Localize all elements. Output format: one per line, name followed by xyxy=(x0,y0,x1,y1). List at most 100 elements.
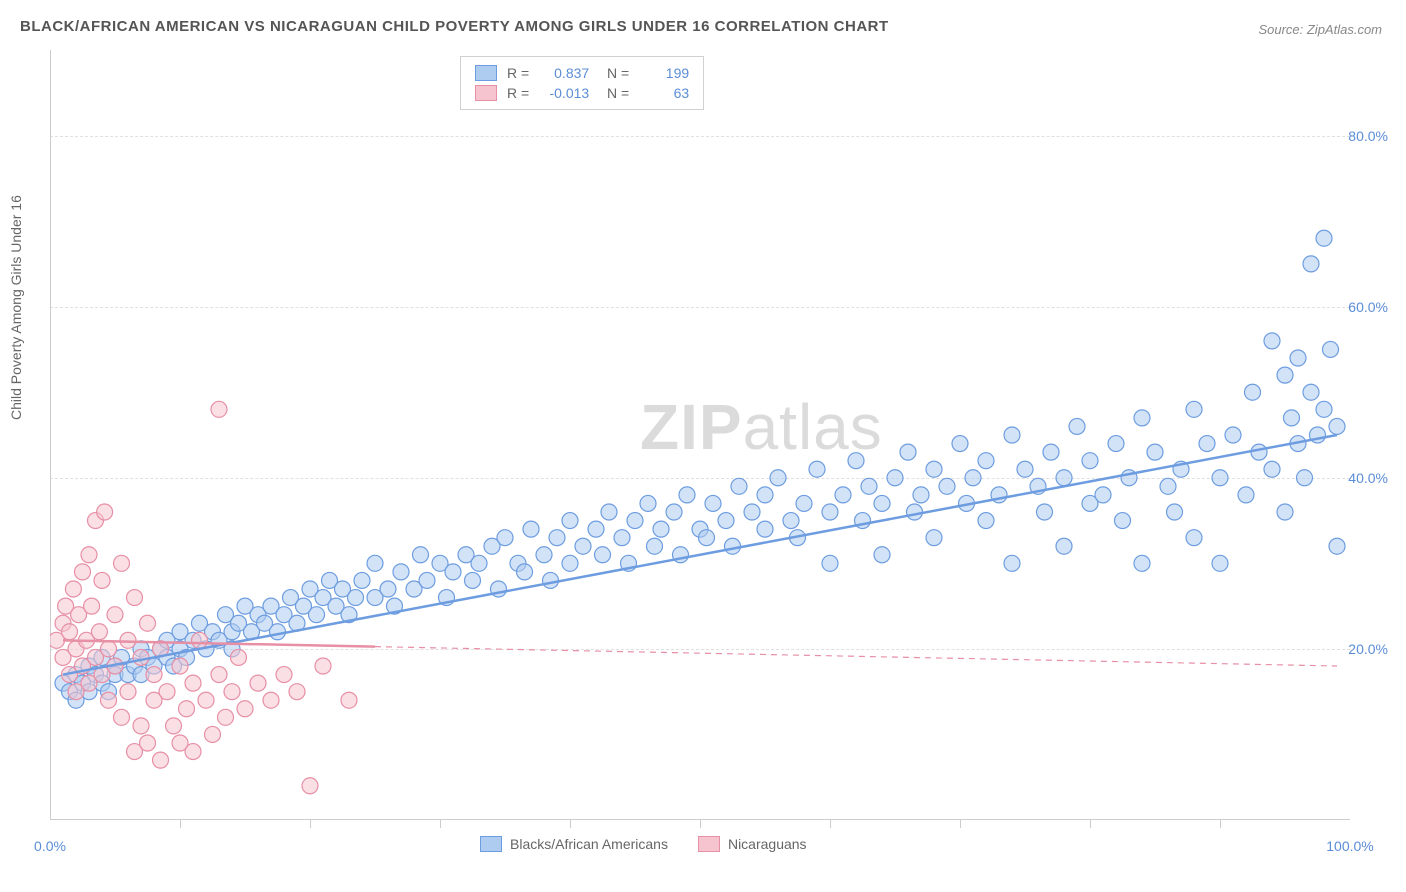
data-point xyxy=(595,547,611,563)
data-point xyxy=(276,667,292,683)
data-point xyxy=(536,547,552,563)
data-point xyxy=(1160,478,1176,494)
x-minor-tick xyxy=(440,820,441,828)
data-point xyxy=(84,598,100,614)
legend-r-value-1: 0.837 xyxy=(539,65,589,81)
data-point xyxy=(725,538,741,554)
data-point xyxy=(97,504,113,520)
data-point xyxy=(107,607,123,623)
data-point xyxy=(393,564,409,580)
data-point xyxy=(705,495,721,511)
data-point xyxy=(562,555,578,571)
data-point xyxy=(1069,418,1085,434)
x-minor-tick xyxy=(830,820,831,828)
data-point xyxy=(140,615,156,631)
x-minor-tick xyxy=(570,820,571,828)
legend-row-1: R = 0.837 N = 199 xyxy=(475,63,689,83)
data-point xyxy=(218,709,234,725)
data-point xyxy=(465,572,481,588)
data-point xyxy=(744,504,760,520)
data-point xyxy=(647,538,663,554)
data-point xyxy=(1134,410,1150,426)
bottom-legend: Blacks/African Americans Nicaraguans xyxy=(480,836,807,852)
x-minor-tick xyxy=(310,820,311,828)
data-point xyxy=(757,521,773,537)
data-point xyxy=(1212,470,1228,486)
data-point xyxy=(679,487,695,503)
data-point xyxy=(887,470,903,486)
data-point xyxy=(179,701,195,717)
trend-line-dashed xyxy=(375,647,1337,666)
data-point xyxy=(471,555,487,571)
data-point xyxy=(1212,555,1228,571)
data-point xyxy=(952,436,968,452)
data-point xyxy=(1251,444,1267,460)
data-point xyxy=(939,478,955,494)
data-point xyxy=(146,667,162,683)
data-point xyxy=(926,530,942,546)
data-point xyxy=(91,624,107,640)
data-point xyxy=(627,513,643,529)
data-point xyxy=(1238,487,1254,503)
data-point xyxy=(140,735,156,751)
data-point xyxy=(1225,427,1241,443)
data-point xyxy=(1147,444,1163,460)
data-point xyxy=(601,504,617,520)
y-axis-label: Child Poverty Among Girls Under 16 xyxy=(8,195,24,420)
data-point xyxy=(1264,461,1280,477)
data-point xyxy=(848,453,864,469)
data-point xyxy=(874,495,890,511)
x-tick-label: 100.0% xyxy=(1326,838,1373,854)
data-point xyxy=(1017,461,1033,477)
data-point xyxy=(926,461,942,477)
correlation-legend: R = 0.837 N = 199 R = -0.013 N = 63 xyxy=(460,56,704,110)
data-point xyxy=(822,555,838,571)
data-point xyxy=(211,667,227,683)
data-point xyxy=(153,752,169,768)
data-point xyxy=(1329,538,1345,554)
data-point xyxy=(978,453,994,469)
data-point xyxy=(965,470,981,486)
data-point xyxy=(1303,256,1319,272)
x-minor-tick xyxy=(700,820,701,828)
chart-title: BLACK/AFRICAN AMERICAN VS NICARAGUAN CHI… xyxy=(20,18,889,35)
legend-swatch-1 xyxy=(475,65,497,81)
data-point xyxy=(1043,444,1059,460)
data-point xyxy=(114,709,130,725)
legend-label: Nicaraguans xyxy=(728,836,807,852)
data-point xyxy=(549,530,565,546)
data-point xyxy=(497,530,513,546)
data-point xyxy=(1108,436,1124,452)
data-point xyxy=(517,564,533,580)
data-point xyxy=(127,590,143,606)
data-point xyxy=(783,513,799,529)
data-point xyxy=(1186,401,1202,417)
data-point xyxy=(653,521,669,537)
legend-swatch xyxy=(480,836,502,852)
data-point xyxy=(237,701,253,717)
data-point xyxy=(101,692,117,708)
data-point xyxy=(1004,427,1020,443)
data-point xyxy=(1297,470,1313,486)
data-point xyxy=(1115,513,1131,529)
legend-r-value-2: -0.013 xyxy=(539,85,589,101)
data-point xyxy=(224,684,240,700)
legend-r-label: R = xyxy=(507,85,529,101)
data-point xyxy=(419,572,435,588)
data-point xyxy=(380,581,396,597)
legend-r-label: R = xyxy=(507,65,529,81)
data-point xyxy=(302,778,318,794)
data-point xyxy=(341,692,357,708)
y-tick-label: 20.0% xyxy=(1348,641,1388,657)
x-minor-tick xyxy=(1090,820,1091,828)
y-tick-label: 60.0% xyxy=(1348,299,1388,315)
data-point xyxy=(315,658,331,674)
data-point xyxy=(900,444,916,460)
data-point xyxy=(907,504,923,520)
data-point xyxy=(133,649,149,665)
data-point xyxy=(413,547,429,563)
legend-item: Blacks/African Americans xyxy=(480,836,668,852)
data-point xyxy=(978,513,994,529)
data-point xyxy=(874,547,890,563)
y-tick-label: 80.0% xyxy=(1348,128,1388,144)
